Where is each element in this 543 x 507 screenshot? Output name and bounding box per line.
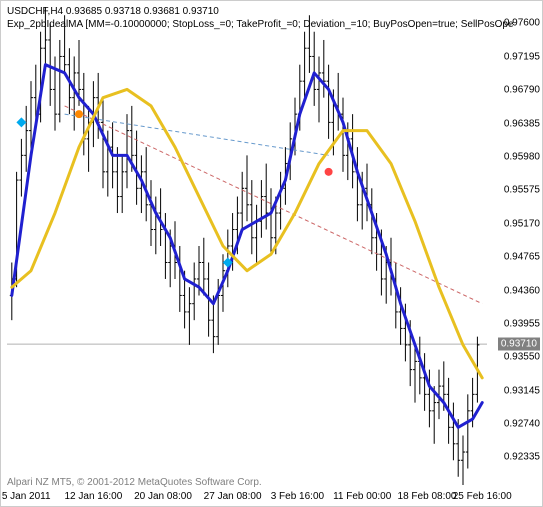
y-tick-label: 0.97195 [504,51,540,62]
x-tick-label: 20 Jan 08:00 [134,491,192,502]
y-tick-label: 0.95980 [504,151,540,162]
x-tick-label: 18 Feb 08:00 [398,491,457,502]
y-tick-label: 0.97600 [504,18,540,29]
y-tick-label: 0.96385 [504,118,540,129]
y-tick-label: 0.93955 [504,318,540,329]
x-tick-label: 25 Feb 16:00 [453,491,512,502]
y-tick-label: 0.93550 [504,352,540,363]
chart-window: USDCHF,H4 0.93685 0.93718 0.93681 0.9371… [0,0,543,507]
y-tick-label: 0.96790 [504,85,540,96]
y-tick-label: 0.94765 [504,252,540,263]
current-price-label: 0.93710 [498,338,540,351]
copyright-text: Alpari NZ MT5, © 2001-2012 MetaQuotes So… [7,477,262,488]
x-tick-label: 3 Feb 16:00 [271,491,324,502]
y-tick-label: 0.95575 [504,185,540,196]
x-tick-label: 12 Jan 16:00 [64,491,122,502]
x-tick-label: 11 Feb 00:00 [333,491,391,502]
chart-plot-area[interactable] [7,7,487,485]
y-tick-label: 0.93145 [504,385,540,396]
y-tick-label: 0.92335 [504,452,540,463]
y-tick-label: 0.94360 [504,285,540,296]
y-tick-label: 0.92740 [504,419,540,430]
y-tick-label: 0.95170 [504,218,540,229]
x-tick-label: 5 Jan 2011 [2,491,51,502]
x-tick-label: 27 Jan 08:00 [204,491,262,502]
